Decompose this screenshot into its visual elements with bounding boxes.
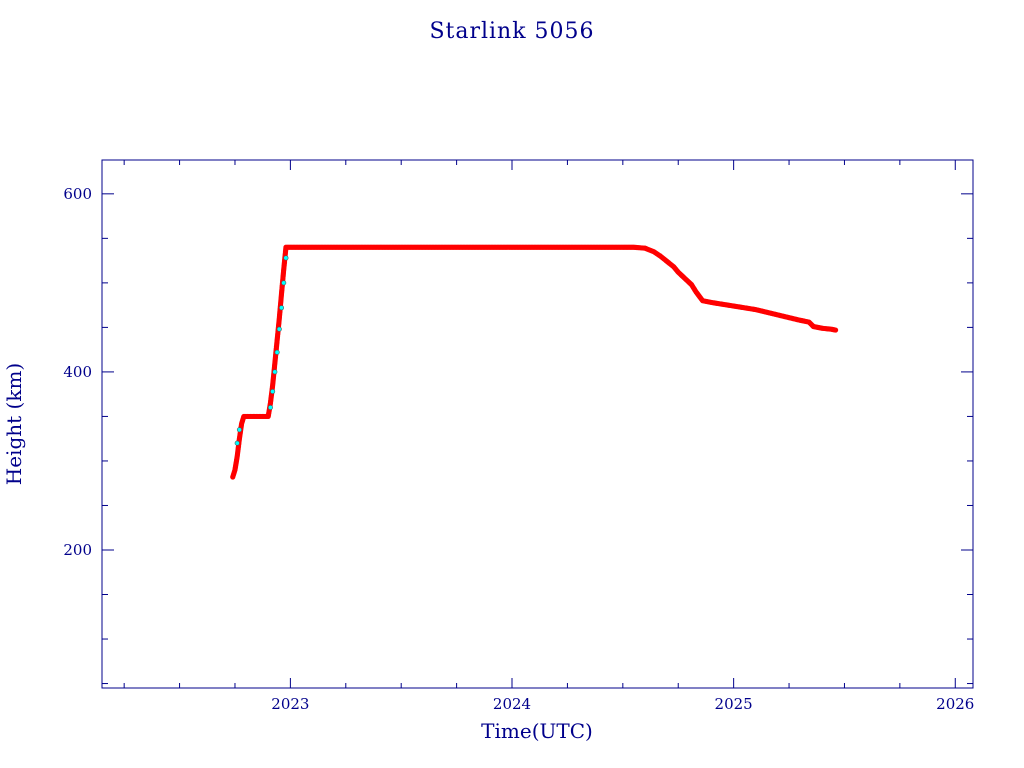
tick-labels: 2023 2024 2025 2026 200 400 600	[63, 185, 974, 713]
x-tick-label: 2026	[936, 695, 974, 713]
data-point	[832, 327, 839, 333]
x-tick-label: 2025	[715, 695, 753, 713]
data-point-secondary	[270, 388, 276, 394]
data-point-secondary	[234, 440, 240, 446]
data-point-secondary	[236, 427, 242, 433]
data-point-secondary	[283, 255, 289, 261]
y-axis-label: Height (km)	[2, 363, 26, 485]
chart-title: Starlink 5056	[429, 19, 594, 44]
data-point-secondary	[267, 405, 273, 411]
data-point-secondary	[272, 369, 278, 375]
data-point-secondary	[274, 349, 280, 355]
y-tick-label: 400	[63, 363, 92, 381]
x-tick-label: 2023	[271, 695, 309, 713]
data-point-secondary	[276, 326, 282, 332]
plot-frame	[101, 159, 974, 689]
y-tick-label: 600	[63, 185, 92, 203]
y-tick-label: 200	[63, 541, 92, 559]
data-point-secondary	[281, 280, 287, 286]
data-points	[230, 244, 839, 480]
x-axis-label: Time(UTC)	[481, 719, 593, 743]
axis-ticks	[102, 160, 973, 688]
data-point-secondary	[279, 305, 285, 311]
x-tick-label: 2024	[493, 695, 531, 713]
